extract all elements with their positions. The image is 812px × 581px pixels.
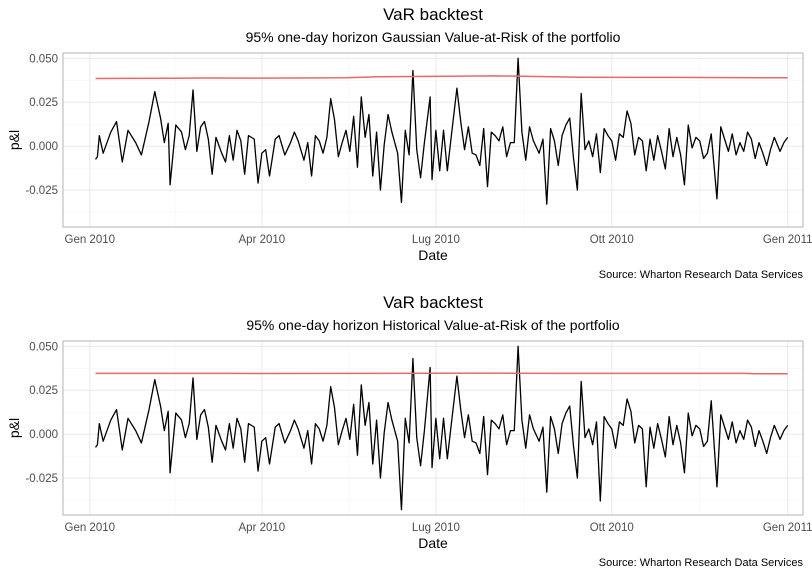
x-tick-label: Lug 2010 <box>412 522 460 534</box>
x-axis-title: Date <box>418 247 448 263</box>
x-tick-label: Gen 2010 <box>65 234 116 246</box>
plot-panel <box>62 52 804 228</box>
y-tick-label: 0.000 <box>29 429 58 441</box>
y-axis-title: p&l <box>6 418 22 438</box>
chart-title: VaR backtest <box>383 293 483 312</box>
var-series-line <box>95 75 788 80</box>
x-tick-label: Gen 2011 <box>763 522 812 534</box>
chart-subtitle: 95% one-day horizon Gaussian Value-at-Ri… <box>246 29 621 45</box>
x-axis-title: Date <box>418 535 448 551</box>
y-tick-label: 0.000 <box>29 141 58 153</box>
x-tick-label: Lug 2010 <box>412 234 460 246</box>
x-tick-label: Gen 2011 <box>763 234 812 246</box>
chart-caption: Source: Wharton Research Data Services <box>599 557 804 569</box>
x-tick-label: Ott 2010 <box>590 522 634 534</box>
chart-subtitle: 95% one-day horizon Historical Value-at-… <box>246 317 619 333</box>
pnl-series-line <box>94 57 789 205</box>
chart-caption: Source: Wharton Research Data Services <box>599 269 804 281</box>
y-tick-label: 0.050 <box>29 53 58 65</box>
y-axis-title: p&l <box>6 130 22 150</box>
x-tick-label: Apr 2010 <box>239 522 286 534</box>
y-tick-label: -0.025 <box>25 473 58 485</box>
var-series-line <box>95 372 788 375</box>
x-tick-label: Apr 2010 <box>239 234 286 246</box>
plot-panel <box>62 340 804 516</box>
y-tick-label: 0.050 <box>29 341 58 353</box>
chart-title: VaR backtest <box>383 5 483 24</box>
x-tick-label: Ott 2010 <box>590 234 634 246</box>
y-tick-label: 0.025 <box>29 385 58 397</box>
y-tick-label: 0.025 <box>29 97 58 109</box>
y-tick-label: -0.025 <box>25 185 58 197</box>
x-tick-label: Gen 2010 <box>65 522 116 534</box>
pnl-series-line <box>94 345 789 511</box>
